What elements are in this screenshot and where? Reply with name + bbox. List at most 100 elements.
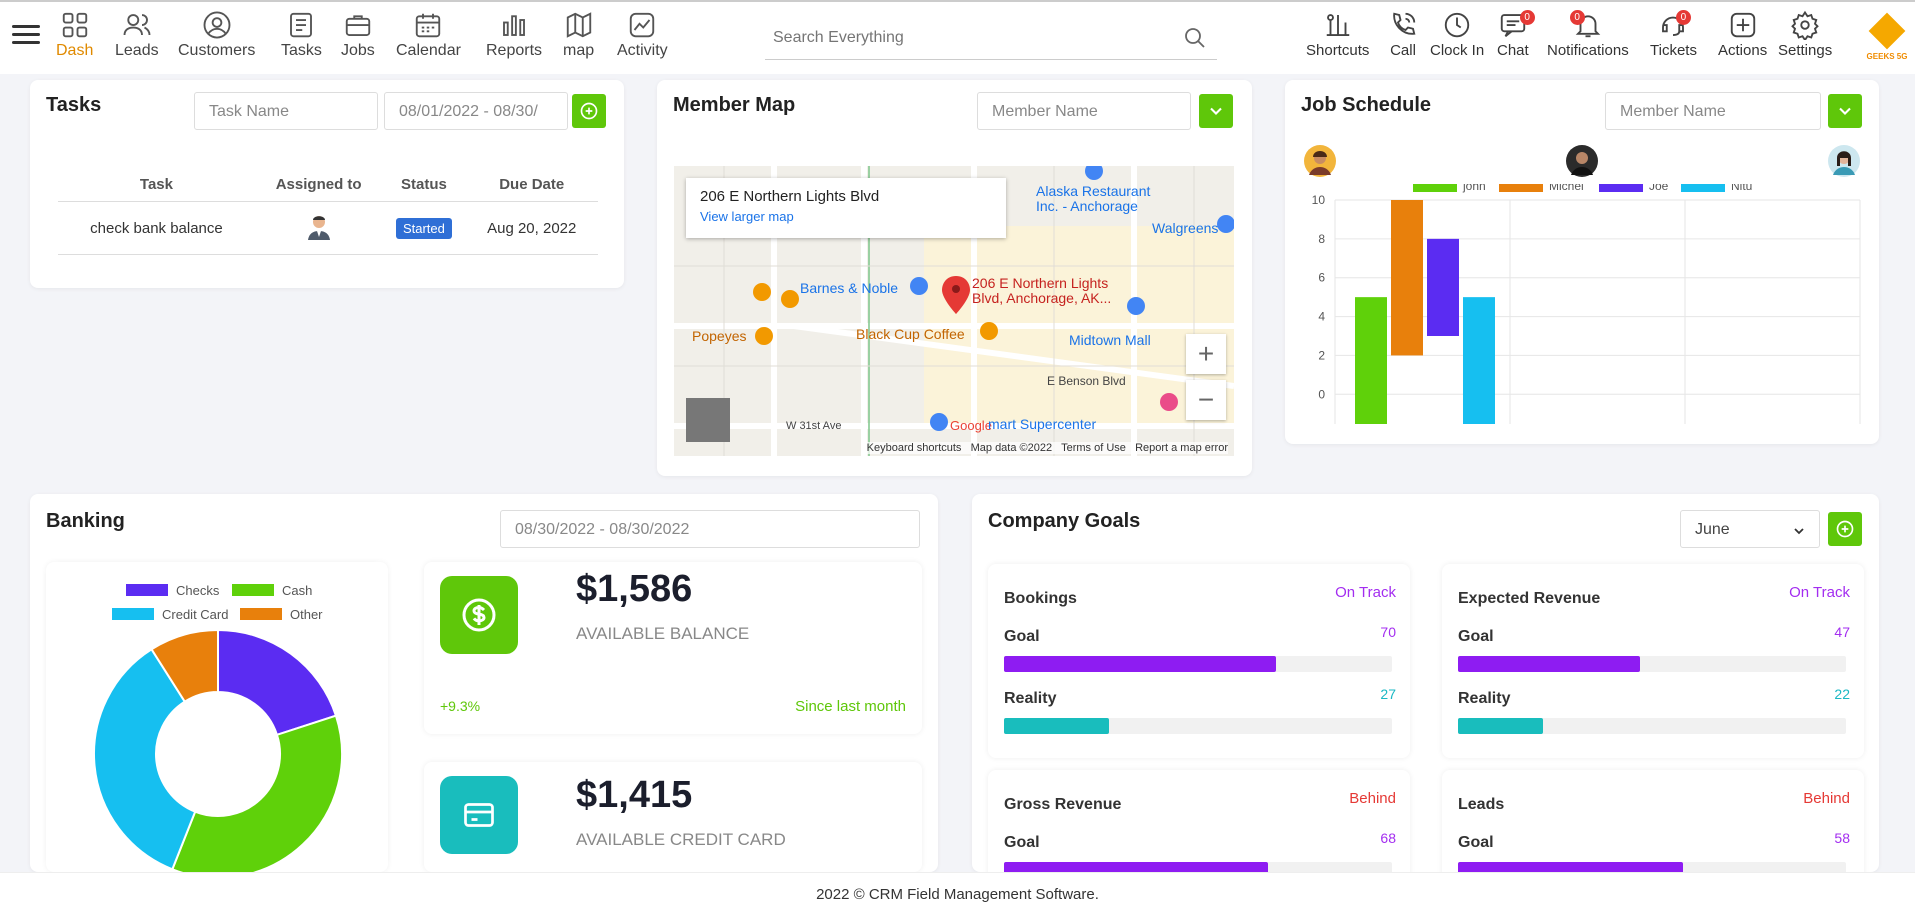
task-name-cell: check bank balance <box>58 201 255 255</box>
member-name-input[interactable]: Member Name <box>1605 92 1821 130</box>
legend-label: Cash <box>282 583 312 598</box>
goal-card-title: Bookings <box>1004 590 1077 607</box>
legend-label: Credit Card <box>162 607 228 622</box>
map-info-popup: 206 E Northern Lights Blvd View larger m… <box>686 178 1006 238</box>
goal-card-title: Leads <box>1458 796 1505 813</box>
member-name-input[interactable]: Member Name <box>977 92 1191 130</box>
search-input[interactable] <box>765 20 1165 56</box>
nav-label: Notifications <box>1547 42 1629 59</box>
nav-settings[interactable]: Settings <box>1778 10 1832 59</box>
nav-activity[interactable]: Activity <box>617 10 668 60</box>
map-pin-label: 206 E Northern Lights Blvd, Anchorage, A… <box>972 275 1112 306</box>
avatar[interactable] <box>1827 144 1861 178</box>
status-badge: Started <box>395 217 452 239</box>
keyboard-shortcuts-link[interactable]: Keyboard shortcuts <box>866 442 962 454</box>
goal-value: 47 <box>1834 624 1850 640</box>
avatar <box>307 216 330 240</box>
nav-label: Leads <box>115 42 159 59</box>
terms-link[interactable]: Terms of Use <box>1061 442 1126 454</box>
gear-icon <box>1791 10 1819 40</box>
add-task-button[interactable] <box>572 94 606 128</box>
credit-label: AVAILABLE CREDIT CARD <box>576 830 786 849</box>
hamburger-menu-icon[interactable] <box>12 20 40 48</box>
notifications-badge: 0 <box>1569 10 1585 25</box>
nav-shortcuts[interactable]: Shortcuts <box>1306 10 1369 59</box>
donut-panel: Checks Cash Credit Card Other <box>46 562 388 879</box>
nav-map[interactable]: map <box>563 10 594 60</box>
y-tick-label: 6 <box>1318 271 1325 285</box>
task-name-input[interactable]: Task Name <box>194 92 378 130</box>
company-logo[interactable]: GEEKS 5G <box>1864 12 1910 64</box>
legend-label: Checks <box>176 583 220 598</box>
nav-clock-in[interactable]: Clock In <box>1430 10 1484 59</box>
legend-swatch <box>112 608 154 620</box>
calendar-icon <box>416 13 441 38</box>
map-street-label: E Benson Blvd <box>1047 374 1126 388</box>
status-cell: Started <box>382 201 466 255</box>
reality-progress-bar <box>1004 718 1392 734</box>
nav-chat[interactable]: Chat 0 <box>1497 10 1535 59</box>
top-nav-bar: Dash Leads Customers Tasks Jobs Calendar… <box>0 0 1915 74</box>
nav-reports[interactable]: Reports <box>486 10 542 60</box>
nav-leads[interactable]: Leads <box>115 10 159 60</box>
map-data-text: Map data ©2022 <box>970 442 1053 454</box>
company-goals-card: Company Goals June Bookings On Track Goa… <box>972 494 1879 890</box>
goal-card: Expected Revenue On Track Goal 47 Realit… <box>1442 564 1864 758</box>
nav-jobs[interactable]: Jobs <box>341 10 375 60</box>
member-map-title: Member Map <box>673 94 796 116</box>
nav-call[interactable]: Call <box>1388 10 1418 59</box>
tickets-badge: 0 <box>1675 10 1691 25</box>
nav-tasks[interactable]: Tasks <box>281 10 322 60</box>
legend-label: Nitu <box>1731 184 1752 193</box>
task-date-range-input[interactable]: 08/01/2022 - 08/30/ <box>384 92 568 130</box>
banking-date-range-input[interactable]: 08/30/2022 - 08/30/2022 <box>500 510 920 548</box>
member-dropdown-button[interactable] <box>1828 94 1862 128</box>
avatar[interactable] <box>1565 144 1599 178</box>
nav-actions[interactable]: Actions <box>1718 10 1767 59</box>
clock-icon <box>1444 12 1470 38</box>
ticket-icon <box>1662 16 1685 36</box>
reality-progress-bar <box>1458 718 1846 734</box>
zoom-in-button[interactable]: + <box>1186 334 1226 374</box>
banking-card: Banking 08/30/2022 - 08/30/2022 Checks Ca… <box>30 494 938 879</box>
dashboard-icon <box>62 12 87 38</box>
nav-dash[interactable]: Dash <box>56 10 93 60</box>
col-header-due: Due Date <box>465 168 598 202</box>
nav-notifications[interactable]: Notifications 0 <box>1547 10 1629 59</box>
goal-label: Goal <box>1458 628 1494 645</box>
view-larger-map-link[interactable]: View larger map <box>700 209 794 224</box>
popup-address: 206 E Northern Lights Blvd <box>700 188 880 205</box>
nav-tickets[interactable]: Tickets 0 <box>1650 10 1697 59</box>
goal-card-title: Gross Revenue <box>1004 796 1122 813</box>
add-goal-button[interactable] <box>1828 512 1862 546</box>
map-google-logo: Google <box>950 418 992 433</box>
chart-bar <box>1463 297 1495 424</box>
legend-swatch <box>126 584 168 596</box>
nav-calendar[interactable]: Calendar <box>396 10 461 60</box>
nav-customers[interactable]: Customers <box>178 10 255 60</box>
reality-value: 22 <box>1834 686 1850 702</box>
nav-label: Settings <box>1778 42 1833 59</box>
map-place-label: Black Cup Coffee <box>856 326 965 342</box>
logo-diamond-icon <box>1868 12 1906 50</box>
map-view[interactable]: 206 E Northern Lights Blvd View larger m… <box>674 166 1234 456</box>
table-row[interactable]: check bank balance Started Aug 20, 2022 <box>58 201 598 255</box>
goal-status: Behind <box>1803 790 1850 807</box>
report-error-link[interactable]: Report a map error <box>1135 442 1228 454</box>
goal-label: Goal <box>1004 834 1040 851</box>
month-select[interactable]: June <box>1680 510 1820 548</box>
avatar[interactable] <box>1303 144 1337 178</box>
nav-label: Dash <box>56 42 94 59</box>
due-date-cell: Aug 20, 2022 <box>465 201 598 255</box>
call-icon <box>1393 12 1416 35</box>
search-icon[interactable] <box>1183 26 1207 50</box>
member-dropdown-button[interactable] <box>1199 94 1233 128</box>
tasks-icon <box>290 12 313 38</box>
legend-label: Joe <box>1649 184 1669 193</box>
y-tick-label: 4 <box>1318 310 1325 324</box>
legend-swatch <box>1413 184 1457 192</box>
zoom-out-button[interactable]: − <box>1186 380 1226 420</box>
legend-swatch <box>1499 184 1543 192</box>
plus-square-icon <box>1730 12 1755 38</box>
